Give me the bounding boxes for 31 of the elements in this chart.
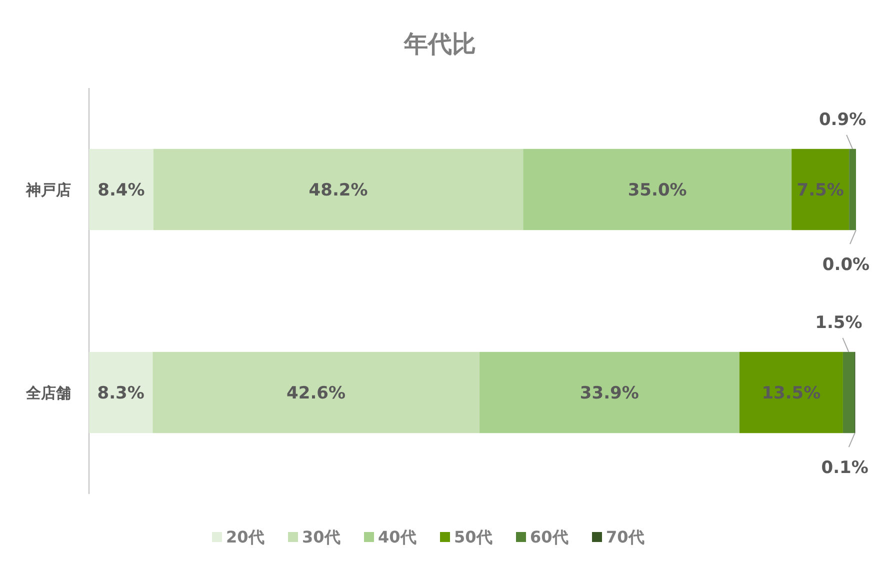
data-label: 48.2% — [308, 180, 368, 200]
data-label: 0.9% — [818, 110, 866, 130]
legend-label: 40代 — [378, 528, 416, 547]
legend-label: 30代 — [302, 528, 340, 547]
data-label: 0.0% — [822, 255, 870, 276]
bar — [849, 148, 856, 230]
bar — [523, 148, 792, 230]
bar — [792, 148, 850, 230]
bar — [479, 352, 740, 434]
data-label: 13.5% — [762, 383, 821, 404]
data-label: 35.0% — [628, 180, 687, 200]
bar — [89, 148, 154, 230]
legend-label: 20代 — [226, 528, 264, 547]
data-label: 7.5% — [796, 180, 844, 200]
y-tick-label: 神戸店 — [25, 180, 71, 199]
y-tick-label: 全店舗 — [25, 384, 71, 402]
chart-title: 年代比 — [403, 30, 476, 58]
bar — [152, 352, 480, 434]
legend-label: 50代 — [454, 528, 492, 547]
data-label: 8.4% — [98, 180, 145, 200]
data-label: 1.5% — [815, 312, 862, 333]
data-label: 0.1% — [821, 458, 868, 478]
data-label: 33.9% — [580, 383, 639, 404]
data-label: 8.3% — [97, 383, 144, 404]
legend-label: 70代 — [606, 528, 644, 547]
data-label: 42.6% — [286, 383, 346, 404]
bar — [842, 352, 854, 434]
bar — [153, 148, 524, 230]
bar — [89, 352, 153, 434]
bar — [739, 352, 843, 434]
legend-label: 60代 — [530, 528, 568, 547]
